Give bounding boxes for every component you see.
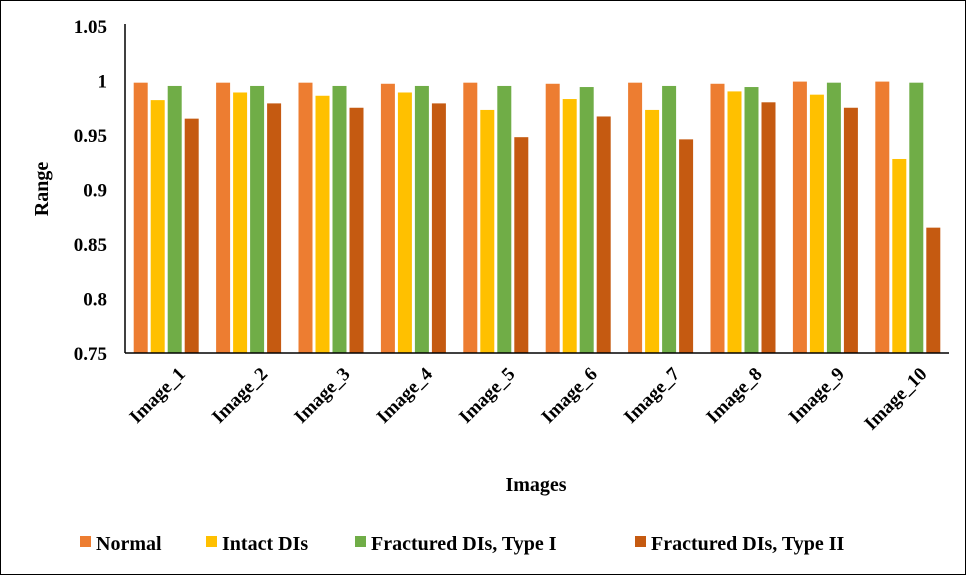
bar-fractured-dis-type-ii-image-5 <box>514 137 529 353</box>
x-axis-ticks: Image_1 Image_2 Image_3 Image_4 Image_5 Image… <box>126 363 932 434</box>
bar-normal-image-9 <box>792 81 807 353</box>
bar-intact-dis-image-3 <box>315 95 330 353</box>
bar-fractured-dis-type-i-image-6 <box>579 87 594 353</box>
bar-intact-dis-image-7 <box>645 109 660 354</box>
bar-fractured-dis-type-ii-image-9 <box>843 107 858 353</box>
bar-fractured-dis-type-ii-image-1 <box>184 118 199 354</box>
bar-normal-image-6 <box>545 83 560 354</box>
bar-fractured-dis-type-i-image-8 <box>744 87 759 353</box>
x-tick-label: Image_5 <box>455 364 519 428</box>
bar-fractured-dis-type-i-image-2 <box>250 85 265 353</box>
y-tick-label: 0.9 <box>83 181 107 202</box>
y-tick-label: 1.05 <box>74 17 107 38</box>
legend-swatch <box>206 536 217 547</box>
y-tick-label: 0.85 <box>74 235 107 256</box>
bar-normal-image-3 <box>298 82 313 354</box>
bar-fractured-dis-type-ii-image-2 <box>267 103 282 353</box>
y-tick-label: 0.8 <box>83 290 107 311</box>
bar-normal-image-7 <box>628 82 643 354</box>
bar-intact-dis-image-4 <box>397 92 412 354</box>
x-tick-label: Image_9 <box>785 364 849 428</box>
x-tick-label: Image_6 <box>538 364 602 428</box>
legend-swatch <box>355 536 366 547</box>
x-tick-label: Image_3 <box>290 364 354 428</box>
bar-intact-dis-image-2 <box>233 92 248 354</box>
bar-fractured-dis-type-i-image-3 <box>332 85 347 353</box>
bar-fractured-dis-type-ii-image-3 <box>349 107 364 353</box>
legend: Normal Intact DIs Fractured DIs, Type I Fra… <box>80 533 845 555</box>
bar-fractured-dis-type-ii-image-6 <box>596 116 611 353</box>
bar-intact-dis-image-6 <box>562 99 577 353</box>
bar-intact-dis-image-1 <box>150 100 165 354</box>
x-tick-label: Image_1 <box>126 364 190 428</box>
bar-normal-image-8 <box>710 83 725 354</box>
legend-swatch <box>80 536 91 547</box>
x-tick-label: Image_8 <box>702 364 766 428</box>
x-tick-label: Image_7 <box>620 363 684 427</box>
bar-fractured-dis-type-ii-image-10 <box>926 227 941 353</box>
legend-label: Intact DIs <box>222 533 308 555</box>
bar-fractured-dis-type-i-image-1 <box>167 85 182 353</box>
bar-fractured-dis-type-i-image-5 <box>497 85 512 353</box>
legend-label: Fractured DIs, Type I <box>371 533 557 555</box>
x-tick-label: Image_2 <box>208 364 272 428</box>
bars <box>133 81 941 354</box>
x-axis-title: Images <box>505 474 566 496</box>
bar-normal-image-10 <box>875 81 890 353</box>
bar-fractured-dis-type-i-image-10 <box>909 82 924 354</box>
bar-intact-dis-image-8 <box>727 91 742 354</box>
legend-swatch <box>635 536 646 547</box>
y-tick-label: 1 <box>98 72 108 93</box>
bar-fractured-dis-type-ii-image-7 <box>679 139 694 353</box>
y-tick-label: 0.75 <box>74 344 107 365</box>
bar-fractured-dis-type-i-image-9 <box>826 82 841 354</box>
bar-fractured-dis-type-ii-image-4 <box>431 103 446 353</box>
y-axis-ticks: 0.75 0.8 0.85 0.9 0.95 1 1.05 <box>74 17 107 365</box>
legend-label: Normal <box>96 533 162 555</box>
bar-normal-image-4 <box>380 83 395 354</box>
bar-normal-image-2 <box>216 82 231 354</box>
bar-normal-image-5 <box>463 82 478 354</box>
bar-intact-dis-image-5 <box>480 109 495 354</box>
x-tick-label: Image_10 <box>861 364 932 435</box>
bar-fractured-dis-type-ii-image-8 <box>761 102 776 353</box>
y-tick-label: 0.95 <box>74 126 107 147</box>
legend-label: Fractured DIs, Type II <box>651 533 845 555</box>
bar-fractured-dis-type-i-image-4 <box>414 85 429 353</box>
bar-normal-image-1 <box>133 82 148 354</box>
x-tick-label: Image_4 <box>373 363 437 427</box>
bar-fractured-dis-type-i-image-7 <box>662 85 677 353</box>
bar-intact-dis-image-9 <box>809 94 824 354</box>
bar-intact-dis-image-10 <box>892 158 907 353</box>
y-axis-title: Range <box>31 162 53 217</box>
